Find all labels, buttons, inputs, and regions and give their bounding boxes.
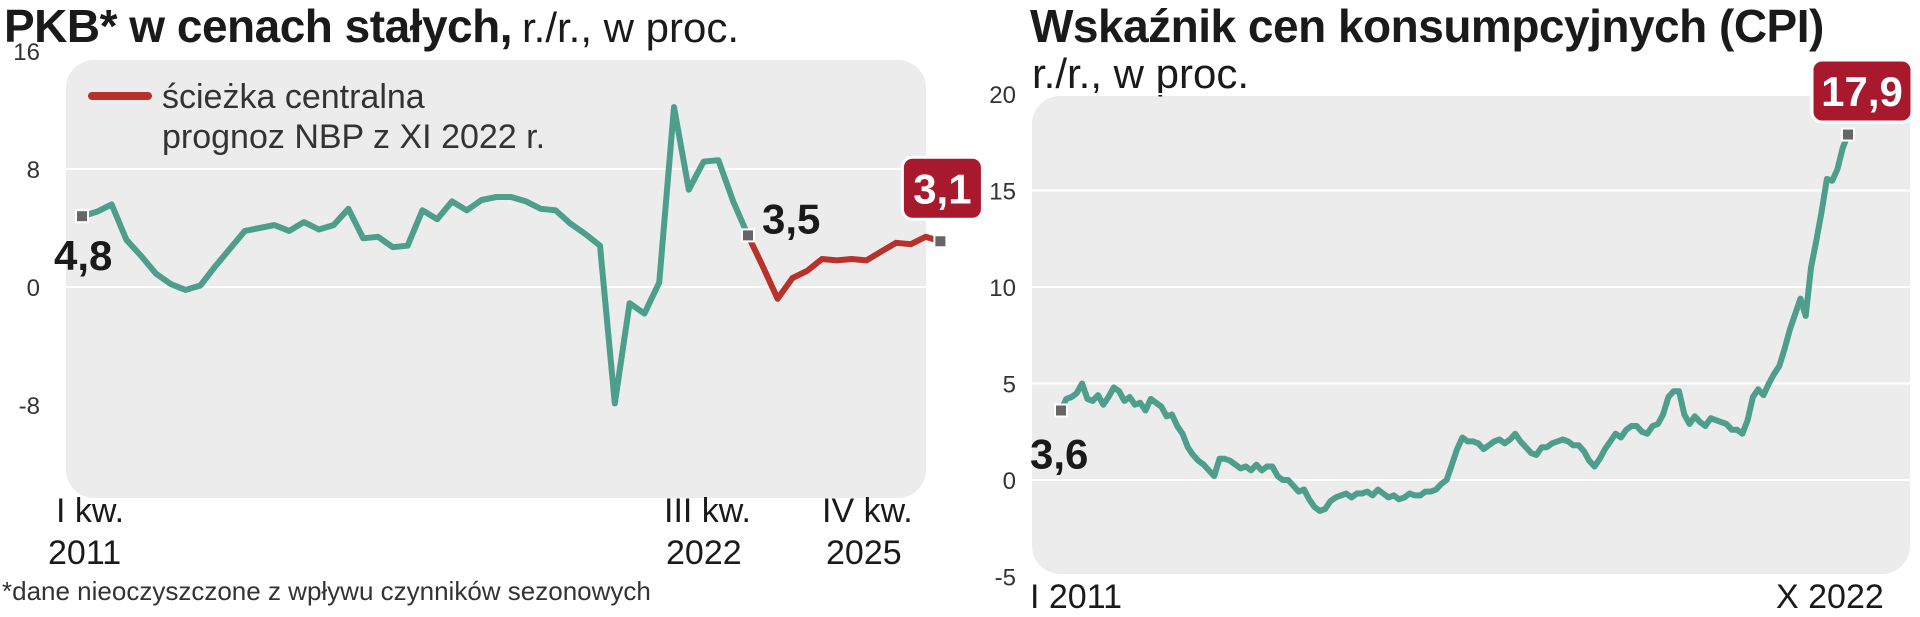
cpi-x-axis-labels: I 2011 X 2022 bbox=[1030, 578, 1884, 616]
cpi-y-tick-label: 20 bbox=[989, 82, 1016, 109]
cpi-x-label-start: I 2011 bbox=[1030, 578, 1122, 616]
cpi-end-value-label: 17,9 bbox=[1821, 68, 1903, 115]
cpi-y-tick-label: -5 bbox=[995, 565, 1016, 592]
gdp-y-tick-label: -8 bbox=[19, 393, 40, 420]
cpi-start-value-label: 3,6 bbox=[1030, 431, 1088, 478]
gdp-forecast-end-value-label: 3,1 bbox=[913, 165, 971, 212]
cpi-end-badge: 17,9 bbox=[1810, 58, 1914, 124]
gdp-x-label-start-line-1: I kw. bbox=[56, 492, 124, 530]
gdp-legend: ścieżka centralna prognoz NBP z XI 2022 … bbox=[88, 78, 545, 156]
gdp-x-label-start-line-2: 2011 bbox=[48, 534, 121, 572]
gdp-y-tick-label: 16 bbox=[13, 39, 40, 66]
gdp-forecast-end-badge: 3,1 bbox=[900, 155, 984, 221]
cpi-y-tick-label: 10 bbox=[989, 275, 1016, 302]
cpi-chart-title: Wskaźnik cen konsumpcyjnych (CPI) bbox=[1030, 0, 1824, 52]
gdp-point-marker bbox=[933, 234, 948, 249]
cpi-point-marker bbox=[1054, 403, 1068, 418]
cpi-gridlines bbox=[1032, 93, 1910, 481]
gdp-forecast-series-line bbox=[745, 232, 944, 302]
gdp-historical-series-line bbox=[79, 104, 751, 407]
gdp-x-label-end-line-1: IV kw. bbox=[822, 492, 913, 530]
cpi-y-tick-label: 0 bbox=[1003, 468, 1016, 495]
cpi-plot-panel bbox=[1032, 96, 1910, 574]
cpi-x-label-end: X 2022 bbox=[1776, 578, 1884, 616]
gdp-start-value-label: 4,8 bbox=[54, 232, 112, 279]
gdp-point-marker bbox=[75, 209, 89, 224]
gdp-legend-label-line-2: prognoz NBP z XI 2022 r. bbox=[162, 118, 545, 156]
gdp-y-tick-label: 8 bbox=[27, 157, 40, 184]
cpi-badge-background bbox=[1810, 58, 1914, 124]
cpi-point-markers bbox=[1054, 127, 1855, 418]
cpi-chart: Wskaźnik cen konsumpcyjnych (CPI) r./r.,… bbox=[989, 0, 1914, 616]
gdp-footnote: *dane nieoczyszczone z wpływu czynników … bbox=[2, 576, 651, 606]
cpi-y-tick-labels: 20 15 10 5 0 -5 bbox=[989, 82, 1016, 592]
cpi-y-tick-label: 15 bbox=[989, 179, 1016, 206]
gdp-y-tick-label: 0 bbox=[27, 275, 40, 302]
gdp-chart-subtitle: r./r., w proc. bbox=[522, 4, 739, 51]
gdp-chart-title: PKB* w cenach stałych, bbox=[4, 0, 512, 52]
gdp-chart: PKB* w cenach stałych, r./r., w proc. 16… bbox=[2, 0, 984, 606]
gdp-x-label-mid-line-1: III kw. bbox=[664, 492, 751, 530]
gdp-point-marker bbox=[741, 228, 755, 243]
cpi-point-marker bbox=[1841, 127, 1855, 142]
gdp-last-actual-value-label: 3,5 bbox=[762, 195, 820, 242]
gdp-x-label-end-line-2: 2025 bbox=[826, 534, 902, 572]
gdp-point-markers bbox=[75, 209, 948, 249]
cpi-chart-subtitle: r./r., w proc. bbox=[1032, 50, 1249, 97]
gdp-legend-label-line-1: ścieżka centralna bbox=[162, 78, 425, 116]
cpi-y-tick-label: 5 bbox=[1003, 372, 1016, 399]
gdp-y-tick-labels: 16 8 0 -8 bbox=[13, 39, 40, 420]
cpi-series-line bbox=[1058, 131, 1851, 514]
gdp-x-axis-labels: I kw. 2011 III kw. 2022 IV kw. 2025 bbox=[48, 492, 913, 572]
gdp-badge-background bbox=[900, 155, 984, 221]
gdp-x-label-mid-line-2: 2022 bbox=[666, 534, 742, 572]
